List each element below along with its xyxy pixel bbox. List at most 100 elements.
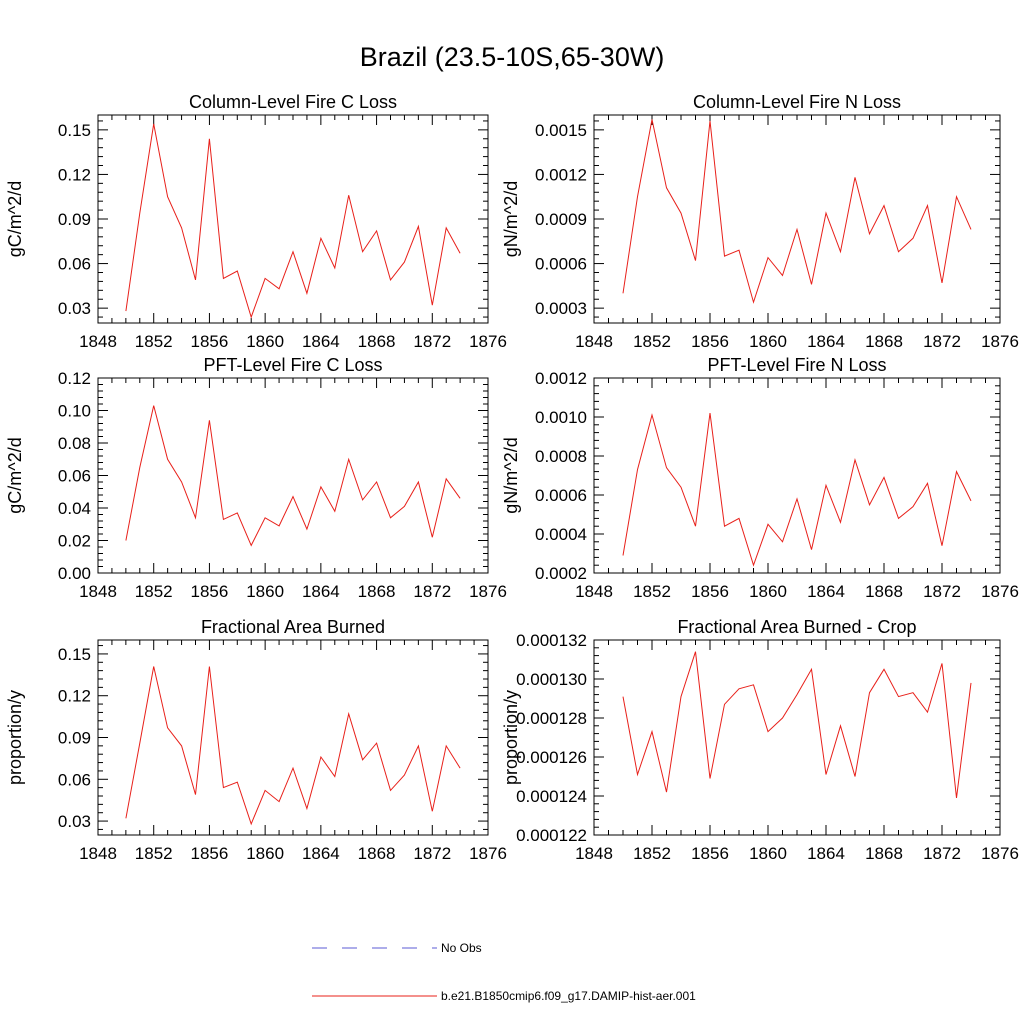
y-axis-label: gC/m^2/d	[5, 437, 25, 513]
y-tick-label: 0.0006	[535, 486, 587, 505]
x-tick-label: 1856	[191, 582, 229, 601]
series-line	[125, 405, 461, 547]
series-line	[622, 119, 972, 304]
x-tick-label: 1868	[865, 844, 903, 863]
x-tick-label: 1868	[865, 332, 903, 351]
y-tick-label: 0.0009	[535, 210, 587, 229]
x-tick-label: 1868	[358, 844, 396, 863]
series-line	[622, 651, 972, 798]
y-tick-label: 0.000128	[516, 709, 587, 728]
chart-panel-3: PFT-Level Fire C Loss gC/m^2/d 1848 1852 185…	[5, 355, 507, 601]
x-tick-label: 1852	[135, 582, 173, 601]
y-tick-label: 0.000122	[516, 826, 587, 845]
y-tick-label: 0.0008	[535, 447, 587, 466]
chart-panel-6: Fractional Area Burned - Crop proportion/…	[501, 617, 1019, 863]
y-tick-label: 0.02	[58, 532, 91, 551]
x-tick-label: 1860	[749, 844, 787, 863]
x-tick-label: 1872	[413, 844, 451, 863]
y-tick-label: 0.000126	[516, 748, 587, 767]
y-tick-label: 0.0015	[535, 121, 587, 140]
x-tick-label: 1856	[691, 582, 729, 601]
y-axis-label: proportion/y	[5, 690, 25, 785]
chart-panel-5: Fractional Area Burned proportion/y 1848 18…	[5, 617, 507, 863]
legend: No Obs b.e21.B1850cmip6.f09_g17.DAMIP-his…	[312, 941, 696, 1003]
y-axis-label: proportion/y	[501, 690, 521, 785]
series-line	[125, 123, 461, 319]
y-tick-label: 0.00	[58, 564, 91, 583]
x-tick-label: 1876	[469, 844, 507, 863]
x-tick-label: 1864	[807, 844, 845, 863]
y-tick-label: 0.000132	[516, 631, 587, 650]
series-line	[125, 666, 461, 826]
x-tick-label: 1864	[302, 332, 340, 351]
y-tick-label: 0.12	[58, 369, 91, 388]
x-tick-label: 1860	[749, 582, 787, 601]
y-tick-label: 0.000124	[516, 787, 587, 806]
x-tick-label: 1868	[358, 582, 396, 601]
panel-title: Fractional Area Burned	[201, 617, 385, 637]
x-tick-label: 1856	[691, 844, 729, 863]
y-tick-label: 0.000130	[516, 670, 587, 689]
plot-frame	[97, 639, 489, 836]
y-tick-label: 0.09	[58, 210, 91, 229]
x-tick-label: 1848	[79, 332, 117, 351]
x-tick-label: 1872	[923, 844, 961, 863]
y-tick-label: 0.0003	[535, 299, 587, 318]
panel-title: Column-Level Fire C Loss	[189, 92, 397, 112]
y-tick-label: 0.08	[58, 434, 91, 453]
figure-title: Brazil (23.5-10S,65-30W)	[360, 42, 665, 72]
panel-title: PFT-Level Fire C Loss	[203, 355, 382, 375]
y-tick-label: 0.15	[58, 645, 91, 664]
x-tick-label: 1864	[807, 332, 845, 351]
x-tick-label: 1864	[807, 582, 845, 601]
y-tick-label: 0.04	[58, 499, 91, 518]
x-tick-label: 1856	[191, 844, 229, 863]
chart-panel-1: Column-Level Fire C Loss gC/m^2/d 1848 1852…	[5, 92, 507, 351]
x-tick-label: 1848	[79, 844, 117, 863]
x-tick-label: 1852	[633, 844, 671, 863]
y-tick-label: 0.12	[58, 687, 91, 706]
x-tick-label: 1876	[469, 582, 507, 601]
x-tick-label: 1872	[413, 332, 451, 351]
x-tick-label: 1848	[79, 582, 117, 601]
x-tick-label: 1860	[246, 332, 284, 351]
x-tick-label: 1852	[633, 582, 671, 601]
x-tick-label: 1876	[981, 582, 1019, 601]
y-tick-label: 0.0012	[535, 369, 587, 388]
y-tick-label: 0.12	[58, 165, 91, 184]
x-tick-label: 1868	[865, 582, 903, 601]
chart-panel-4: PFT-Level Fire N Loss gN/m^2/d 1848 1852 185…	[501, 355, 1019, 601]
chart-panels: Column-Level Fire C Loss gC/m^2/d 1848 1852…	[5, 92, 1019, 863]
y-tick-label: 0.0002	[535, 564, 587, 583]
x-tick-label: 1856	[691, 332, 729, 351]
x-tick-label: 1852	[135, 332, 173, 351]
x-tick-label: 1848	[575, 844, 613, 863]
x-tick-label: 1856	[191, 332, 229, 351]
x-tick-label: 1876	[469, 332, 507, 351]
y-tick-label: 0.09	[58, 729, 91, 748]
plot-frame	[593, 377, 1001, 574]
y-tick-label: 0.15	[58, 121, 91, 140]
x-tick-label: 1864	[302, 582, 340, 601]
x-tick-label: 1872	[923, 332, 961, 351]
plot-frame	[593, 639, 1001, 836]
y-tick-label: 0.0004	[535, 525, 587, 544]
plot-frame	[97, 377, 489, 574]
y-tick-label: 0.06	[58, 770, 91, 789]
y-tick-label: 0.10	[58, 402, 91, 421]
x-tick-label: 1872	[413, 582, 451, 601]
x-tick-label: 1860	[749, 332, 787, 351]
x-tick-label: 1860	[246, 582, 284, 601]
x-tick-label: 1852	[633, 332, 671, 351]
legend-entry: No Obs	[312, 941, 482, 955]
legend-label: No Obs	[441, 941, 482, 955]
x-tick-label: 1872	[923, 582, 961, 601]
y-axis-label: gC/m^2/d	[5, 181, 25, 257]
legend-entry: b.e21.B1850cmip6.f09_g17.DAMIP-hist-aer.…	[312, 989, 696, 1003]
panel-title: Column-Level Fire N Loss	[693, 92, 901, 112]
x-tick-label: 1852	[135, 844, 173, 863]
y-tick-label: 0.0010	[535, 408, 587, 427]
y-tick-label: 0.03	[58, 299, 91, 318]
y-axis-label: gN/m^2/d	[501, 181, 521, 257]
x-tick-label: 1848	[575, 332, 613, 351]
